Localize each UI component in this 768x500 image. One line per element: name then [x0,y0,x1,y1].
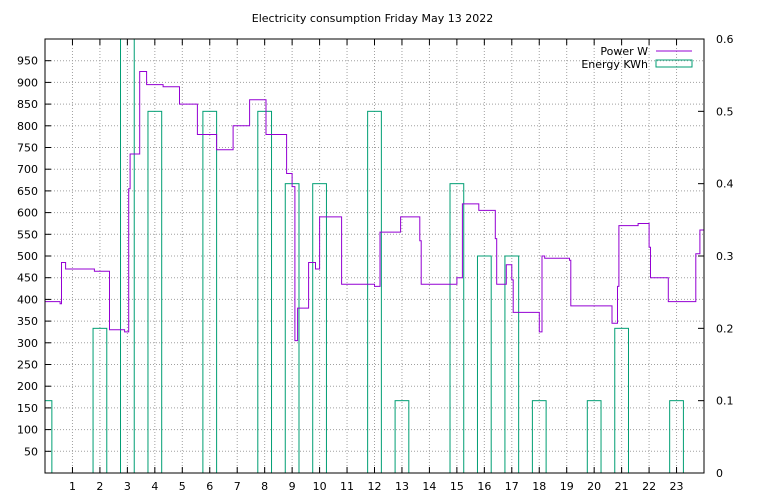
x-tick-label: 16 [477,480,491,493]
x-tick-label: 9 [289,480,296,493]
y-left-tick-label: 350 [17,315,38,328]
y-left-tick-label: 250 [17,359,38,372]
grid [45,39,704,473]
y-left-tick-label: 850 [17,98,38,111]
y-left-tick-label: 200 [17,380,38,393]
y-right-tick-label: 0.6 [716,33,734,46]
chart-title: Electricity consumption Friday May 13 20… [252,12,493,25]
x-tick-label: 5 [179,480,186,493]
y-right-tick-label: 0 [716,467,723,480]
x-tick-label: 17 [505,480,519,493]
y-left-tick-label: 150 [17,402,38,415]
y-left-tick-label: 900 [17,76,38,89]
y-left-tick-label: 300 [17,337,38,350]
y-left-tick-label: 500 [17,250,38,263]
y-left-tick-label: 50 [24,445,38,458]
energy-bars [44,38,684,474]
y-right-tick-label: 0.5 [716,105,734,118]
legend-label-power: Power W [600,45,648,58]
x-tick-label: 23 [670,480,684,493]
x-tick-label: 1 [69,480,76,493]
y-left-tick-label: 400 [17,293,38,306]
axis-ticks: 1 2 3 4 5 6 7 8 9 10 11 12 13 14 15 16 17 18 19 20 21 22 23501… [17,33,734,493]
y-left-tick-label: 600 [17,207,38,220]
x-tick-label: 15 [450,480,464,493]
x-tick-label: 11 [340,480,354,493]
legend-label-energy: Energy KWh [581,58,648,71]
power-series-line [45,71,704,342]
y-left-tick-label: 700 [17,163,38,176]
legend: Power W Energy KWh [581,45,693,71]
x-tick-label: 2 [96,480,103,493]
x-tick-label: 12 [368,480,382,493]
y-right-tick-label: 0.4 [716,178,734,191]
y-left-tick-label: 800 [17,120,38,133]
x-tick-label: 21 [615,480,629,493]
x-tick-label: 10 [313,480,327,493]
power-line [45,71,704,342]
y-left-tick-label: 750 [17,142,38,155]
x-tick-label: 3 [124,480,131,493]
x-tick-label: 6 [206,480,213,493]
energy-bar [44,400,53,474]
x-tick-label: 7 [234,480,241,493]
y-right-tick-label: 0.3 [716,250,734,263]
legend-swatch-energy [655,59,693,68]
x-tick-label: 20 [587,480,601,493]
x-tick-label: 4 [151,480,158,493]
x-tick-label: 19 [560,480,574,493]
x-tick-label: 22 [642,480,656,493]
y-left-tick-label: 950 [17,55,38,68]
y-left-tick-label: 650 [17,185,38,198]
y-right-tick-label: 0.2 [716,322,734,335]
y-left-tick-label: 100 [17,424,38,437]
x-tick-label: 13 [395,480,409,493]
y-left-tick-label: 450 [17,272,38,285]
x-tick-label: 18 [532,480,546,493]
y-left-tick-label: 550 [17,228,38,241]
x-tick-label: 8 [261,480,268,493]
x-tick-label: 14 [422,480,436,493]
y-right-tick-label: 0.1 [716,395,734,408]
